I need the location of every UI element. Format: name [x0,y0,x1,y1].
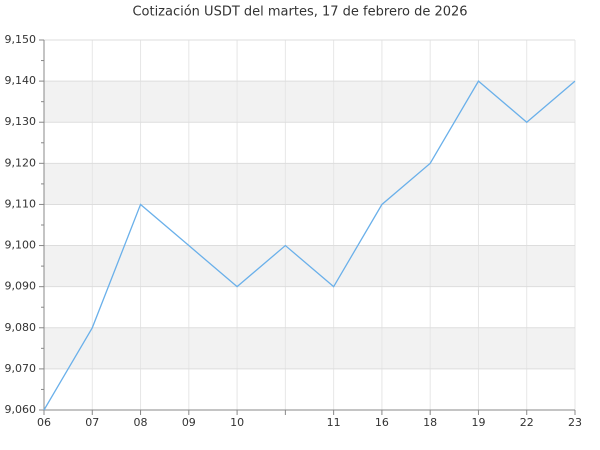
x-tick-label: 10 [230,416,244,429]
y-tick-label: 9,140 [5,74,37,87]
y-tick-label: 9,150 [5,33,37,46]
y-tick-label: 9,110 [5,197,37,210]
y-tick-label: 9,120 [5,156,37,169]
x-tick-label: 06 [37,416,51,429]
grid-band [44,163,575,205]
x-tick-label: 18 [423,416,437,429]
grid-band [44,327,575,369]
data-line [43,80,576,411]
y-tick-label: 9,130 [5,115,37,128]
x-tick-label: 08 [134,416,148,429]
y-tick-label: 9,090 [5,280,37,293]
x-tick-label: 19 [471,416,485,429]
chart-title: Cotización USDT del martes, 17 de febrer… [132,5,467,20]
x-tick-label: 16 [375,416,389,429]
grid-band [44,81,575,123]
x-tick-label: 23 [568,416,582,429]
x-tick-label: 11 [327,416,341,429]
y-tick-label: 9,080 [5,321,37,334]
y-tick-label: 9,100 [5,239,37,252]
y-tick-label: 9,070 [5,362,37,375]
x-tick-label: 07 [85,416,99,429]
x-tick-label: 22 [520,416,534,429]
y-tick-label: 9,060 [5,403,37,416]
x-tick-label: 09 [182,416,196,429]
